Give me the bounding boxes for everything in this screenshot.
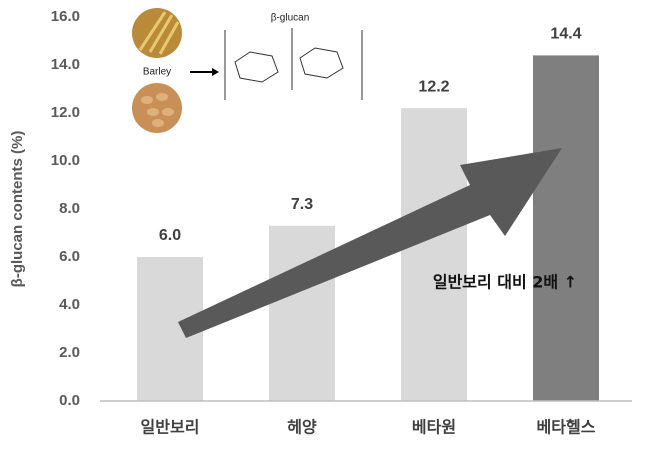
annotation: 일반보리 대비 2배 ↑: [433, 273, 577, 292]
barley-image: [132, 8, 182, 58]
y-tick-label: 14.0: [51, 56, 80, 73]
bar: [533, 55, 599, 402]
glucose-ring: [234, 51, 279, 83]
y-tick-label: 12.0: [51, 104, 80, 121]
value-label: 6.0: [159, 227, 181, 244]
y-tick-label: 16.0: [51, 8, 80, 25]
value-label: 12.2: [418, 78, 449, 95]
x-tick-label: 헤양: [287, 418, 317, 437]
inset-title: β-glucan: [271, 13, 310, 24]
bar: [269, 225, 335, 401]
inset-arrowhead: [212, 68, 219, 76]
y-axis-label: β-glucan contents (%): [9, 131, 26, 288]
y-tick-label: 2.0: [59, 344, 80, 361]
grains: [141, 93, 174, 127]
y-tick-label: 8.0: [59, 200, 80, 217]
inset-label: Barley: [143, 67, 171, 78]
y-tick-label: 10.0: [51, 152, 80, 169]
x-tick-label: 베타원: [412, 418, 456, 437]
grain-image: [132, 83, 182, 133]
glucose-ring: [299, 47, 344, 79]
trend-arrow: [178, 148, 562, 338]
value-label: 7.3: [291, 196, 313, 213]
barley-stalks: [138, 11, 180, 55]
y-tick-label: 6.0: [59, 248, 80, 265]
x-tick-label: 일반보리: [141, 418, 200, 437]
y-tick-label: 4.0: [59, 296, 80, 313]
y-tick-label: 0.0: [59, 392, 80, 409]
x-tick-label: 베타헬스: [537, 418, 596, 437]
value-label: 14.4: [550, 26, 581, 43]
inset: Barley β-glucan: [132, 8, 363, 133]
structure-brackets: [224, 28, 363, 100]
bar: [401, 108, 467, 401]
